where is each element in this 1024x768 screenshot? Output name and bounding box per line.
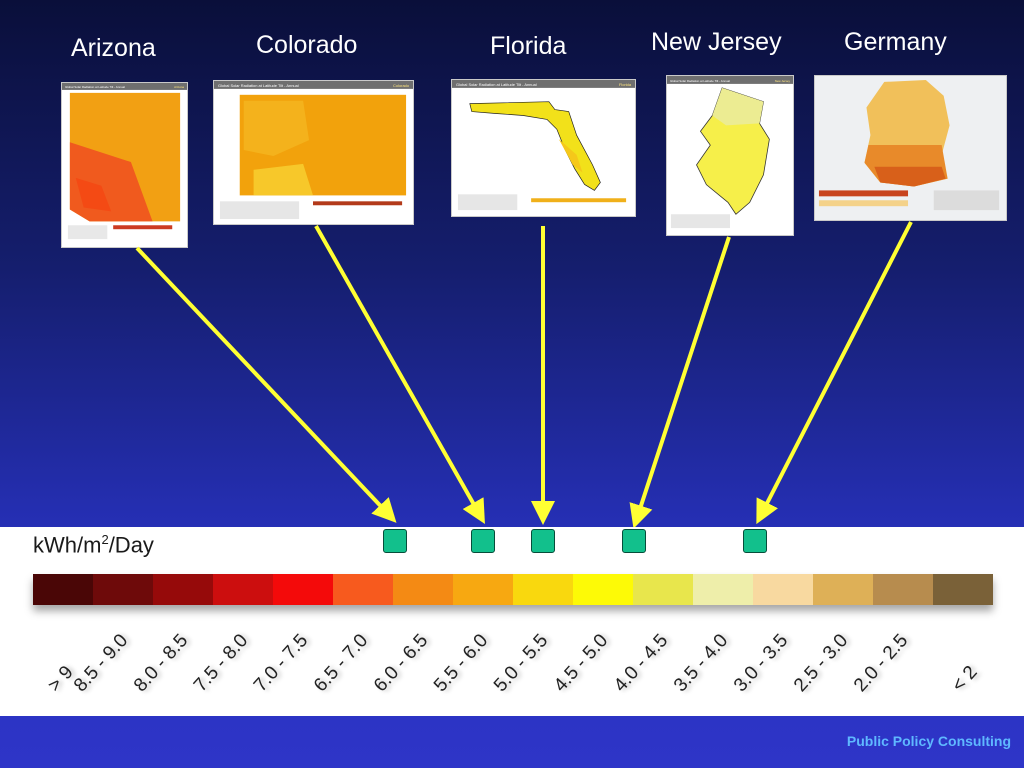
- colorado-map-tag: Colorado: [393, 83, 410, 88]
- region-label-germany: Germany: [844, 28, 947, 56]
- unit-exponent: 2: [101, 532, 109, 547]
- swatch: [693, 574, 754, 605]
- colorado-arrow: [314, 225, 485, 524]
- new-jersey-map-tag: New Jersey: [775, 79, 791, 83]
- arizona-map-tag: Arizona: [174, 85, 184, 89]
- color-scale-bar: [33, 574, 993, 605]
- swatch: [813, 574, 874, 605]
- arizona-arrow: [135, 246, 397, 523]
- marker-arizona: [383, 529, 407, 553]
- germany-arrow: [756, 221, 913, 525]
- region-label-arizona: Arizona: [71, 34, 156, 62]
- swatch: [633, 574, 694, 605]
- swatch: [933, 574, 993, 605]
- region-label-colorado: Colorado: [256, 31, 358, 59]
- marker-new-jersey: [622, 529, 646, 553]
- unit-label: kWh/m2/Day: [33, 532, 154, 558]
- swatch: [33, 574, 94, 605]
- new-jersey-map-title: Global Solar Radiation at Latitude Tilt …: [670, 79, 730, 83]
- new-jersey-solar-map: Global Solar Radiation at Latitude Tilt …: [666, 75, 794, 236]
- region-label-florida: Florida: [490, 32, 567, 60]
- florida-map-title: Global Solar Radiation at Latitude Tilt …: [456, 82, 537, 87]
- swatch: [573, 574, 634, 605]
- unit-suffix: /Day: [108, 532, 154, 558]
- legend-panel: [0, 527, 1024, 716]
- swatch: [333, 574, 394, 605]
- swatch: [273, 574, 334, 605]
- unit-prefix: kWh/m: [33, 532, 102, 558]
- arizona-solar-map: Global Solar Radiation at Latitude Tilt …: [61, 82, 188, 248]
- swatch: [93, 574, 154, 605]
- florida-map-tag: Florida: [619, 82, 632, 87]
- swatch: [513, 574, 574, 605]
- colorado-solar-map: Global Solar Radiation at Latitude Tilt …: [213, 80, 414, 225]
- swatch: [393, 574, 454, 605]
- marker-germany: [743, 529, 767, 553]
- footer-brand: Public Policy Consulting: [846, 733, 1011, 749]
- swatch: [873, 574, 934, 605]
- marker-colorado: [471, 529, 495, 553]
- swatch: [753, 574, 814, 605]
- marker-florida: [531, 529, 555, 553]
- florida-solar-map: Global Solar Radiation at Latitude Tilt …: [451, 79, 636, 217]
- arizona-map-title: Global Solar Radiation at Latitude Tilt …: [65, 85, 125, 89]
- swatch: [453, 574, 514, 605]
- germany-solar-map: [814, 75, 1007, 221]
- swatch: [213, 574, 274, 605]
- new-jersey-arrow: [629, 236, 731, 529]
- region-label-new-jersey: New Jersey: [651, 28, 782, 56]
- swatch: [153, 574, 214, 605]
- colorado-map-title: Global Solar Radiation at Latitude Tilt …: [218, 83, 299, 88]
